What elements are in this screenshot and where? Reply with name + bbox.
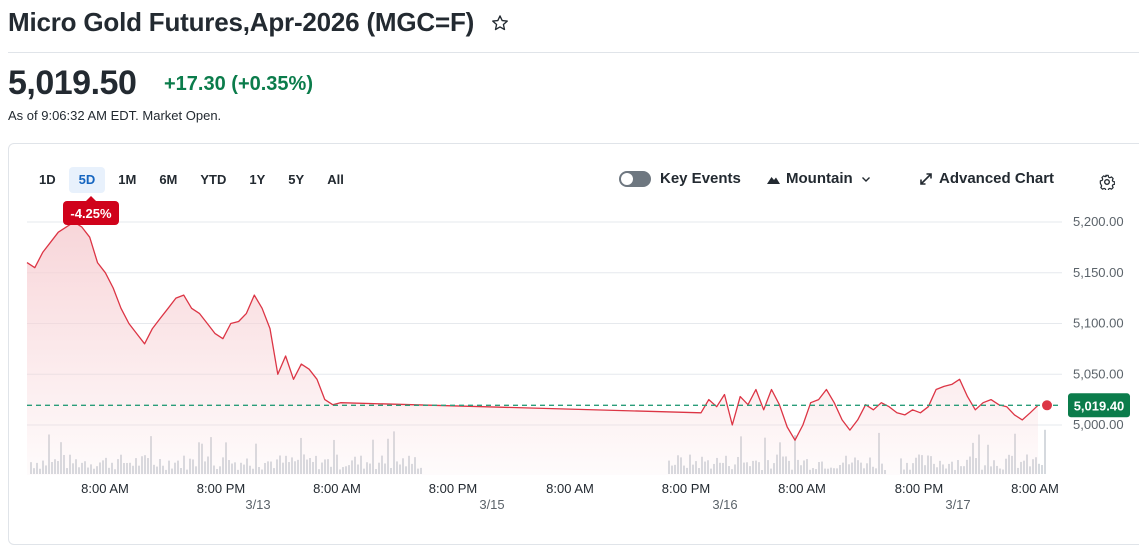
range-tab-6m[interactable]: 6M: [159, 172, 178, 187]
star-icon[interactable]: [490, 13, 510, 33]
x-tick-label: 8:00 AM: [81, 481, 129, 496]
x-tick-label: 8:00 PM: [895, 481, 943, 496]
chevron-down-icon: [861, 176, 870, 182]
x-date-label: 3/17: [945, 497, 970, 512]
change-badge: [63, 201, 119, 225]
range-tab-ytd[interactable]: YTD: [200, 172, 227, 187]
y-tick-label: 5,000.00: [1073, 417, 1124, 432]
key-events-label: Key Events: [660, 170, 741, 187]
y-tick-label: 5,050.00: [1073, 366, 1124, 381]
key-events-toggle[interactable]: Key Events: [619, 170, 741, 187]
current-price-label: 5,019.40: [1074, 398, 1125, 413]
x-date-label: 3/15: [479, 497, 504, 512]
current-marker: [1042, 400, 1052, 411]
as-of-timestamp: As of 9:06:32 AM EDT. Market Open.: [8, 108, 222, 123]
change-badge-pointer: [86, 196, 96, 201]
volume-bar: [1044, 429, 1046, 474]
advanced-chart-button[interactable]: Advanced Chart: [919, 170, 1054, 187]
price-change: +17.30 (+0.35%): [164, 73, 313, 95]
expand-arrows-icon: [920, 172, 932, 185]
x-tick-label: 8:00 PM: [662, 481, 710, 496]
x-tick-label: 8:00 AM: [778, 481, 826, 496]
current-price: 5,019.50: [8, 64, 137, 102]
price-line: [26, 221, 1039, 441]
volume-bar: [1041, 465, 1043, 474]
y-tick-label: 5,150.00: [1073, 265, 1124, 280]
mountain-icon: [767, 176, 780, 184]
chart-type-label: Mountain: [786, 170, 853, 187]
price-area: [27, 222, 1038, 475]
header-divider: [8, 52, 1139, 53]
x-tick-label: 8:00 PM: [197, 481, 245, 496]
advanced-chart-label: Advanced Chart: [939, 170, 1055, 187]
x-date-label: 3/13: [245, 497, 270, 512]
change-badge-label: -4.25%: [70, 206, 112, 221]
range-tabs: 1D 5D 1M 6M YTD 1Y 5Y All: [29, 167, 357, 193]
x-tick-label: 8:00 AM: [546, 481, 594, 496]
y-tick-label: 5,200.00: [1073, 214, 1124, 229]
gear-icon[interactable]: [1099, 174, 1115, 190]
x-date-label: 3/16: [712, 497, 737, 512]
page-title: Micro Gold Futures,Apr-2026 (MGC=F): [8, 7, 475, 37]
range-tab-1m[interactable]: 1M: [118, 172, 137, 187]
x-tick-label: 8:00 AM: [1011, 481, 1059, 496]
price-chart: 5,200.00 5,150.00 5,100.00 5,050.00 5,000.00…: [26, 196, 1130, 512]
range-tab-1y[interactable]: 1Y: [249, 172, 266, 187]
current-price-badge: [1068, 393, 1130, 418]
volume-bar: [1038, 463, 1040, 474]
y-tick-label: 5,100.00: [1073, 316, 1124, 331]
chart-type-select[interactable]: Mountain: [767, 170, 871, 187]
toggle-switch[interactable]: [619, 170, 651, 187]
x-tick-label: 8:00 PM: [429, 481, 477, 496]
toggle-knob: [621, 172, 633, 185]
range-tab-5d[interactable]: 5D: [68, 167, 106, 193]
x-tick-label: 8:00 AM: [313, 481, 361, 496]
range-tab-1d[interactable]: 1D: [39, 172, 56, 187]
range-tab-5y[interactable]: 5Y: [288, 172, 305, 187]
range-tab-all[interactable]: All: [327, 172, 344, 187]
